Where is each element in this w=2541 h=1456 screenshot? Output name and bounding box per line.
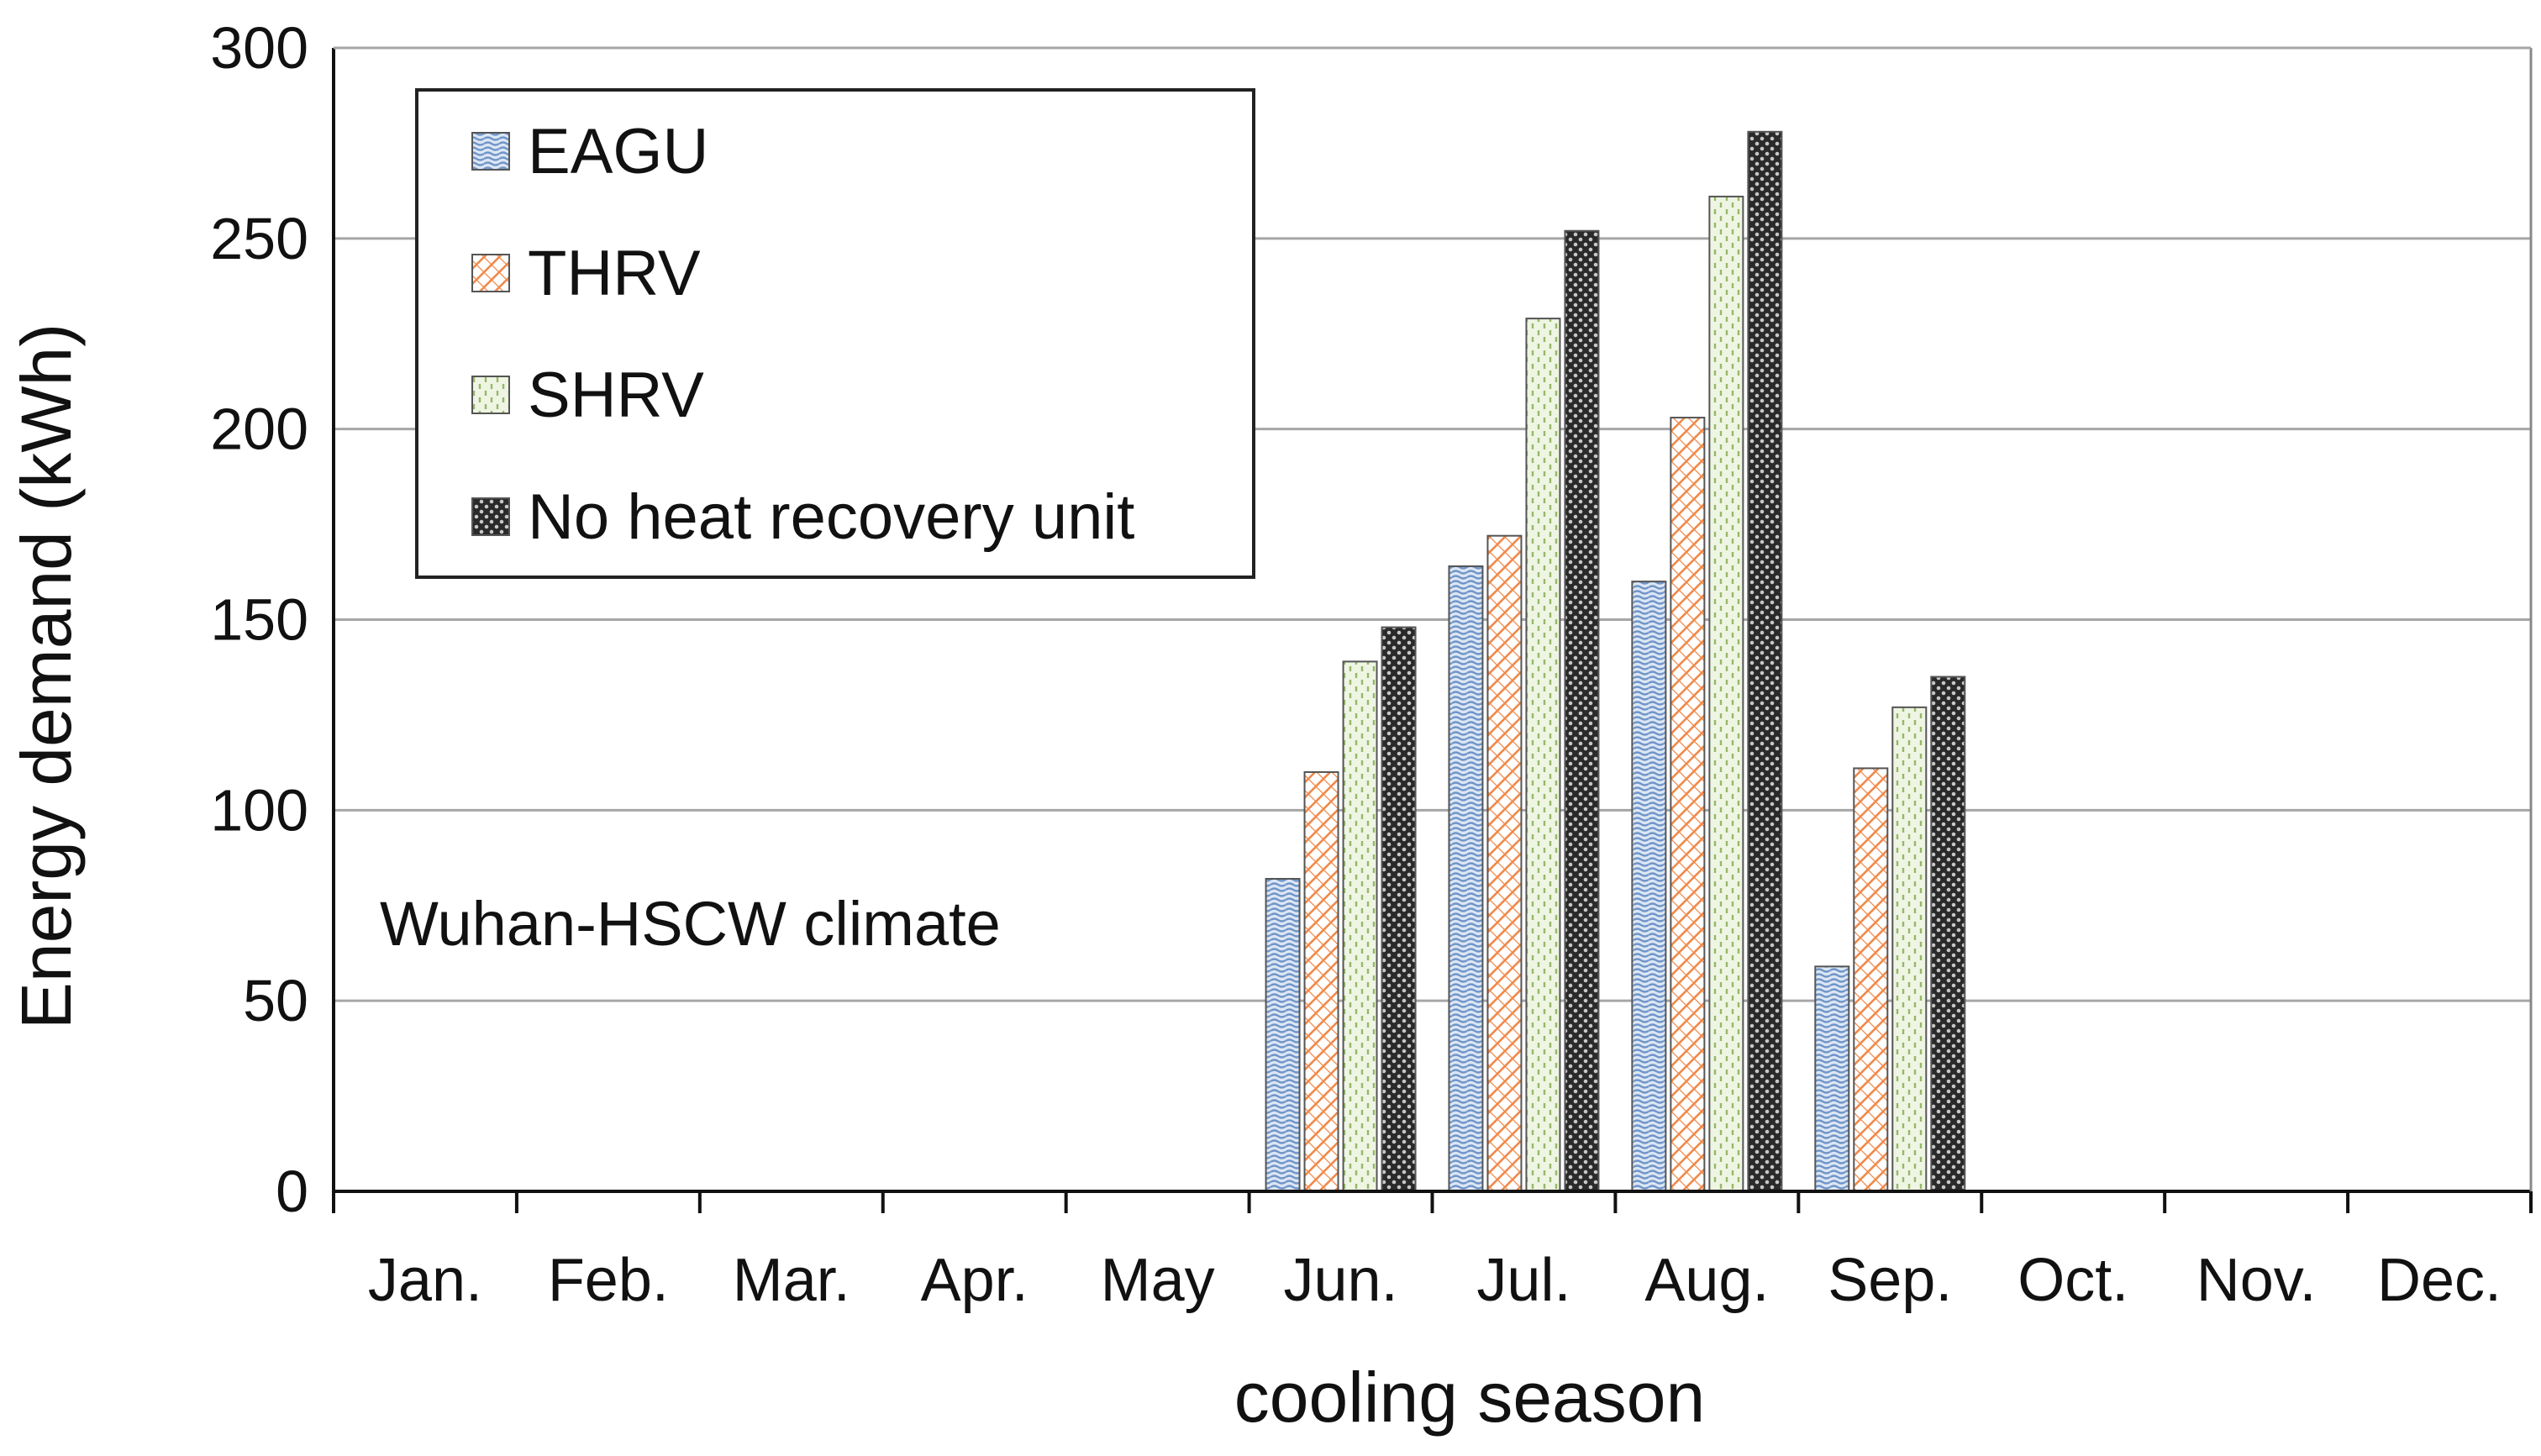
bar-eagu-aug xyxy=(1631,581,1667,1192)
y-tick-label-200: 200 xyxy=(210,397,308,462)
x-tick-label-dec: Dec. xyxy=(2377,1247,2502,1314)
bar-thrv-jun xyxy=(1303,770,1339,1192)
y-tick-label-0: 0 xyxy=(276,1159,308,1224)
bar-thrv-aug xyxy=(1670,417,1706,1193)
bar-eagu-sep xyxy=(1814,965,1850,1192)
x-tick-label-jun: Jun. xyxy=(1283,1247,1397,1314)
y-tick-labels: 0 50 100 150 200 250 300 xyxy=(210,15,308,1224)
x-tick-label-jan: Jan. xyxy=(368,1247,482,1314)
climate-annotation: Wuhan-HSCW climate xyxy=(380,889,1001,959)
legend-label-2: SHRV xyxy=(528,360,704,431)
bar-no-heat-recovery-unit-jun xyxy=(1381,626,1417,1192)
legend-label-3: No heat recovery unit xyxy=(528,481,1134,553)
legend-label-0: EAGU xyxy=(528,116,708,187)
y-tick-label-150: 150 xyxy=(210,587,308,653)
axes xyxy=(332,46,2533,1213)
legend-swatch-0 xyxy=(471,132,510,171)
bar-shrv-jul xyxy=(1525,318,1561,1192)
x-tick-label-oct: Oct. xyxy=(2018,1247,2128,1314)
x-tick-label-mar: Mar. xyxy=(733,1247,850,1314)
bar-shrv-jun xyxy=(1342,660,1378,1192)
legend-swatch-2 xyxy=(471,376,510,414)
x-axis-label: cooling season xyxy=(1234,1358,1705,1437)
legend-box xyxy=(415,88,1255,579)
bar-thrv-jul xyxy=(1486,534,1523,1192)
y-tick-label-300: 300 xyxy=(210,15,308,81)
bar-eagu-jul xyxy=(1448,565,1484,1192)
x-tick-label-sep: Sep. xyxy=(1828,1247,1952,1314)
legend-swatch-3 xyxy=(471,497,510,536)
x-tick-label-may: May xyxy=(1101,1247,1215,1314)
x-tick-label-feb: Feb. xyxy=(548,1247,669,1314)
x-tick-label-jul: Jul. xyxy=(1476,1247,1570,1314)
bar-shrv-sep xyxy=(1891,706,1928,1192)
bar-no-heat-recovery-unit-sep xyxy=(1930,675,1966,1192)
y-tick-label-100: 100 xyxy=(210,777,308,843)
x-tick-label-apr: Apr. xyxy=(921,1247,1028,1314)
bar-thrv-sep xyxy=(1853,767,1889,1192)
legend-swatch-1 xyxy=(471,254,510,292)
legend: EAGU THRV SHRV No heat recovery unit xyxy=(415,88,1255,579)
x-tick-label-aug: Aug. xyxy=(1644,1247,1769,1314)
legend-label-1: THRV xyxy=(528,238,701,309)
y-tick-label-50: 50 xyxy=(243,968,308,1033)
bar-no-heat-recovery-unit-aug xyxy=(1747,130,1783,1193)
y-axis-label: Energy demand (kWh) xyxy=(7,323,86,1029)
x-tick-labels: Jan. Feb. Mar. Apr. May Jun. Jul. Aug. Sep. Oct. N… xyxy=(368,1247,2502,1314)
x-tick-label-nov: Nov. xyxy=(2196,1247,2317,1314)
bar-eagu-jun xyxy=(1265,877,1301,1192)
bars xyxy=(1265,130,1966,1193)
y-tick-label-250: 250 xyxy=(210,206,308,271)
bar-no-heat-recovery-unit-jul xyxy=(1564,229,1600,1192)
bar-shrv-aug xyxy=(1708,195,1744,1192)
